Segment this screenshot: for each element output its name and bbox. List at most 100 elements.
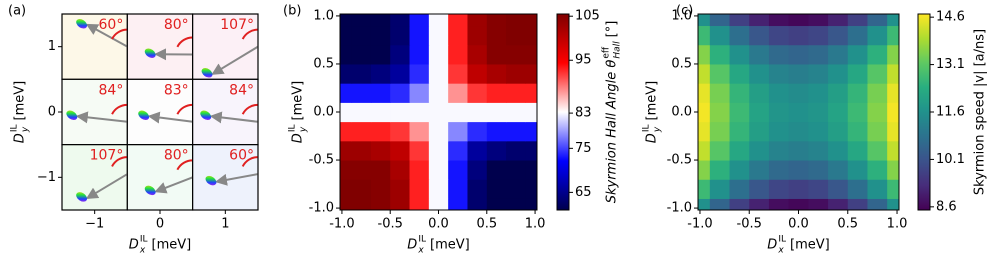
heatmap-cell — [768, 14, 790, 27]
label-sup: IL — [418, 235, 426, 245]
velocity-arrow — [209, 111, 259, 124]
heatmap-cell — [709, 179, 731, 199]
heatmap-cell — [409, 160, 430, 180]
heatmap-cell — [749, 44, 770, 65]
x-tick-label: -0.5 — [378, 217, 403, 232]
heatmap-cell — [351, 140, 372, 161]
label-sub: x — [777, 246, 784, 256]
x-tick-label: −1 — [85, 217, 104, 232]
heatmap-cell — [486, 121, 507, 142]
heatmap-cell — [749, 179, 770, 199]
heatmap-cell — [729, 102, 750, 123]
heatmap-cell — [467, 198, 488, 210]
heatmap-cell — [768, 140, 790, 161]
heatmap-cell — [486, 140, 507, 161]
heatmap-cell — [351, 198, 372, 210]
x-tick-label: 0.5 — [476, 217, 497, 232]
heatmap-cell — [749, 25, 770, 46]
colorbar-tick-label: 65 — [575, 185, 592, 200]
axis-label: DIL y [meV] — [642, 81, 663, 143]
heatmap-cell — [768, 102, 790, 123]
heatmap-cell — [370, 198, 391, 210]
heatmap-cell — [847, 121, 868, 142]
heatmap-cell — [525, 140, 537, 161]
heatmap-cell — [428, 140, 449, 161]
heatmap-cell — [788, 102, 809, 123]
heatmap-cell — [340, 63, 353, 84]
heatmap-cell — [370, 179, 391, 199]
heatmap-cell — [887, 63, 899, 84]
angle-arc — [241, 28, 259, 40]
heatmap-cell — [808, 102, 829, 123]
heatmap-cell — [448, 44, 468, 65]
heatmap-cell — [788, 63, 809, 84]
panel-label: (b) — [283, 4, 301, 19]
heatmap-cell — [428, 160, 449, 180]
heatmap-cell — [887, 25, 899, 46]
heatmap-cell — [788, 14, 809, 27]
heatmap-cell — [428, 14, 449, 27]
label-unit: [meV] — [645, 81, 660, 121]
heatmap-cell — [847, 14, 868, 27]
heatmap-cell — [887, 140, 899, 161]
heatmap-cell — [525, 83, 537, 103]
heatmap-cell — [486, 198, 507, 210]
heatmap-cell — [351, 83, 372, 103]
heatmap-cell — [887, 14, 899, 27]
heatmap-cell — [788, 83, 809, 103]
heatmap-cell — [768, 121, 790, 142]
heatmap-cell — [788, 25, 809, 46]
heatmap-cell — [729, 14, 750, 27]
velocity-arrow — [147, 111, 193, 124]
heatmap-cell — [887, 179, 899, 199]
label-sub: x — [139, 246, 146, 256]
skyrmion — [144, 185, 156, 196]
heatmap-cell — [390, 160, 411, 180]
heatmap-cell — [351, 14, 372, 27]
heatmap-cell — [749, 14, 770, 27]
angle-label: 83° — [164, 82, 189, 98]
panel-label: (c) — [676, 4, 693, 19]
angle-label: 80° — [164, 17, 189, 33]
heatmap-cell — [867, 198, 888, 210]
heatmap-cell — [340, 179, 353, 199]
velocity-arrow — [85, 173, 128, 199]
label-sub: Hall — [613, 41, 623, 59]
label-sup: IL — [140, 235, 148, 245]
heatmap-cell — [506, 14, 526, 27]
heatmap-cell — [486, 25, 507, 46]
heatmap-cell — [428, 121, 449, 142]
heatmap-cell — [709, 63, 731, 84]
x-tick-label: 1 — [221, 217, 229, 232]
heatmap-cell — [486, 63, 507, 84]
colorbar-tick-label: 83 — [575, 106, 592, 121]
image-cell: 84° — [192, 78, 259, 146]
heatmap-cell — [867, 83, 888, 103]
heatmap-cell — [768, 44, 790, 65]
panel-label: (a) — [8, 4, 26, 19]
heatmap-cell — [390, 44, 411, 65]
skyrmion — [205, 175, 217, 186]
heatmap-cell — [428, 44, 449, 65]
heatmap-cell — [486, 83, 507, 103]
y-tick-label: 0 — [48, 105, 56, 120]
heatmap-cell — [749, 198, 770, 210]
heatmap-cell — [486, 179, 507, 199]
heatmap-cell — [749, 140, 770, 161]
angle-label: 60° — [229, 148, 254, 164]
label-sup: IL — [10, 125, 20, 133]
cell-image — [126, 13, 194, 80]
label-unit: [meV] — [13, 81, 28, 121]
heatmap-cell — [390, 25, 411, 46]
heatmap-cell — [390, 140, 411, 161]
y-tick-label: 1.0 — [671, 8, 692, 23]
heatmap-cell — [486, 44, 507, 65]
skyrmion — [76, 19, 88, 29]
y-tick-label: 0.5 — [313, 56, 334, 71]
angle-arc — [241, 156, 259, 167]
heatmap-cell — [729, 25, 750, 46]
axis-label: D ILx [meV] — [767, 235, 829, 256]
heatmap-cell — [409, 63, 430, 84]
label-sub: y — [653, 126, 663, 133]
